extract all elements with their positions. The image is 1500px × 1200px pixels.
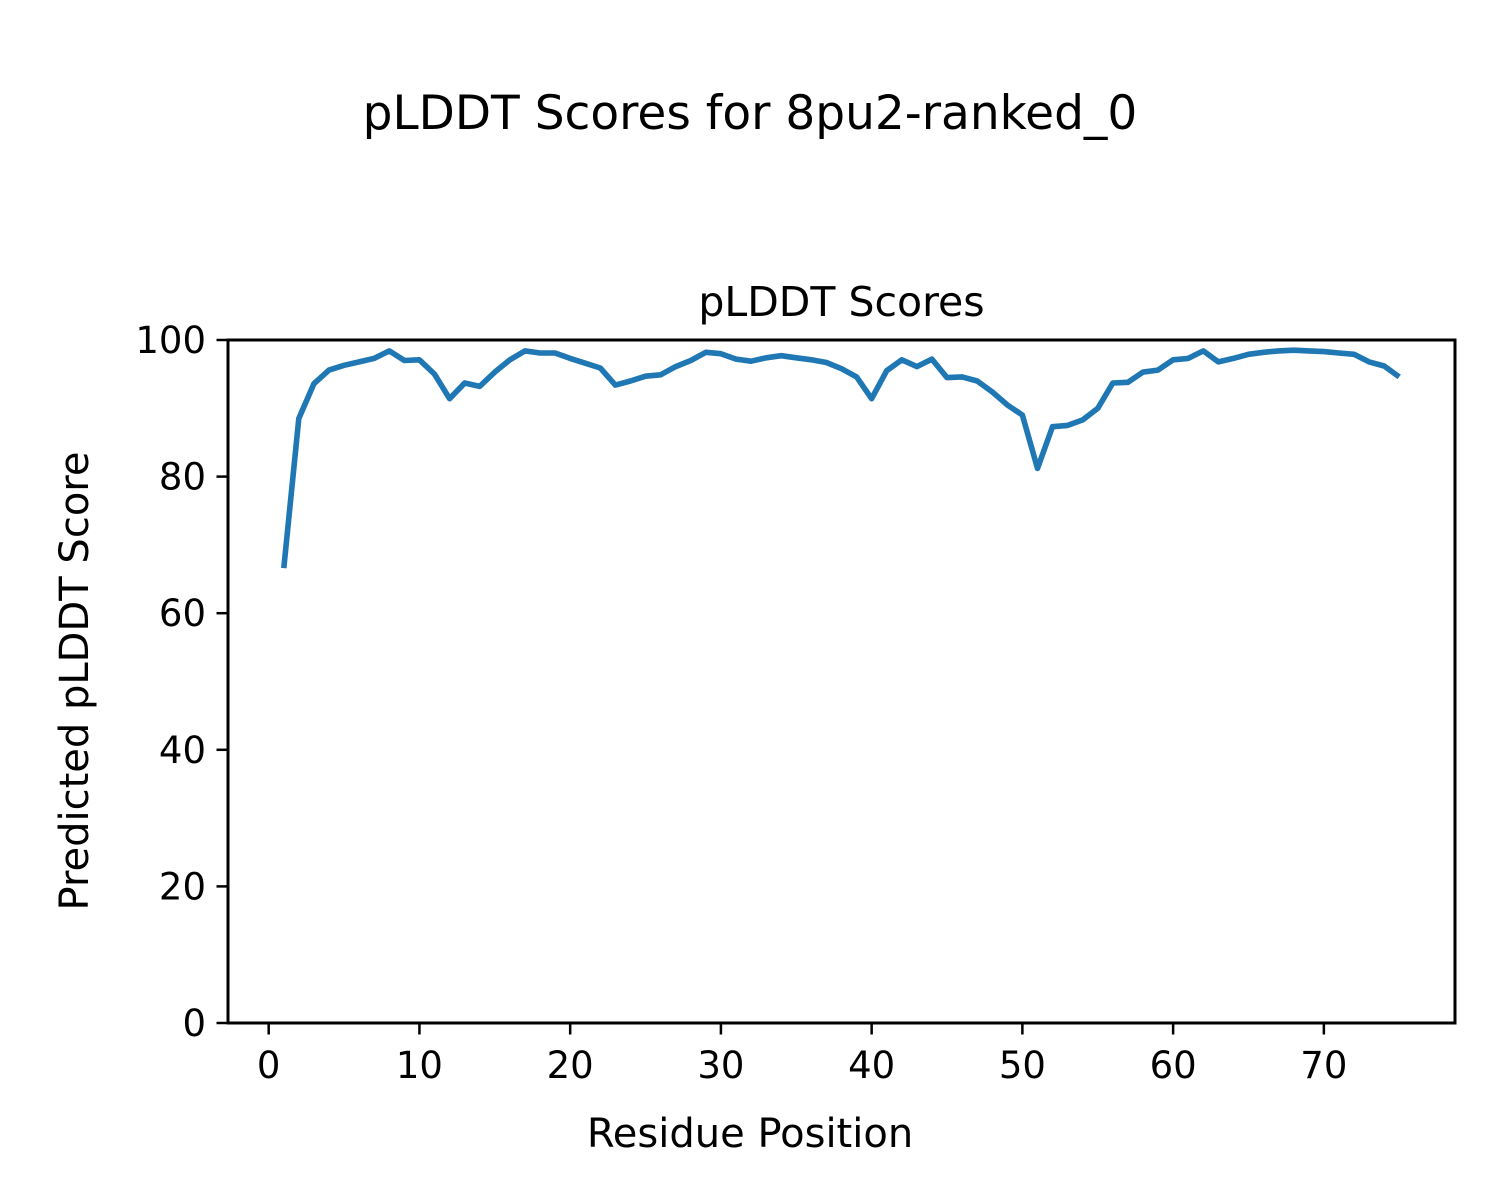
y-tick-label: 20	[159, 865, 206, 908]
axes-title: pLDDT Scores	[698, 278, 985, 326]
y-tick-label: 80	[159, 456, 206, 499]
y-axis-label: Predicted pLDDT Score	[52, 451, 98, 911]
x-tick-label: 50	[999, 1044, 1046, 1087]
x-tick-label: 60	[1150, 1044, 1197, 1087]
y-tick-label: 100	[135, 319, 206, 362]
x-tick-label: 10	[396, 1044, 443, 1087]
x-tick-label: 30	[697, 1044, 744, 1087]
y-tick-label: 0	[182, 1002, 206, 1045]
plot-line	[281, 347, 1401, 569]
axes-spines	[226, 338, 1457, 1025]
figure-suptitle: pLDDT Scores for 8pu2-ranked_0	[362, 86, 1138, 141]
x-tick-label: 40	[848, 1044, 895, 1087]
x-tick-label: 20	[547, 1044, 594, 1087]
y-tick-label: 60	[159, 592, 206, 635]
x-tick-label: 70	[1300, 1044, 1347, 1087]
x-axis-label: Residue Position	[586, 1111, 914, 1157]
y-tick-label: 40	[159, 729, 206, 772]
x-tick-label: 0	[257, 1044, 281, 1087]
